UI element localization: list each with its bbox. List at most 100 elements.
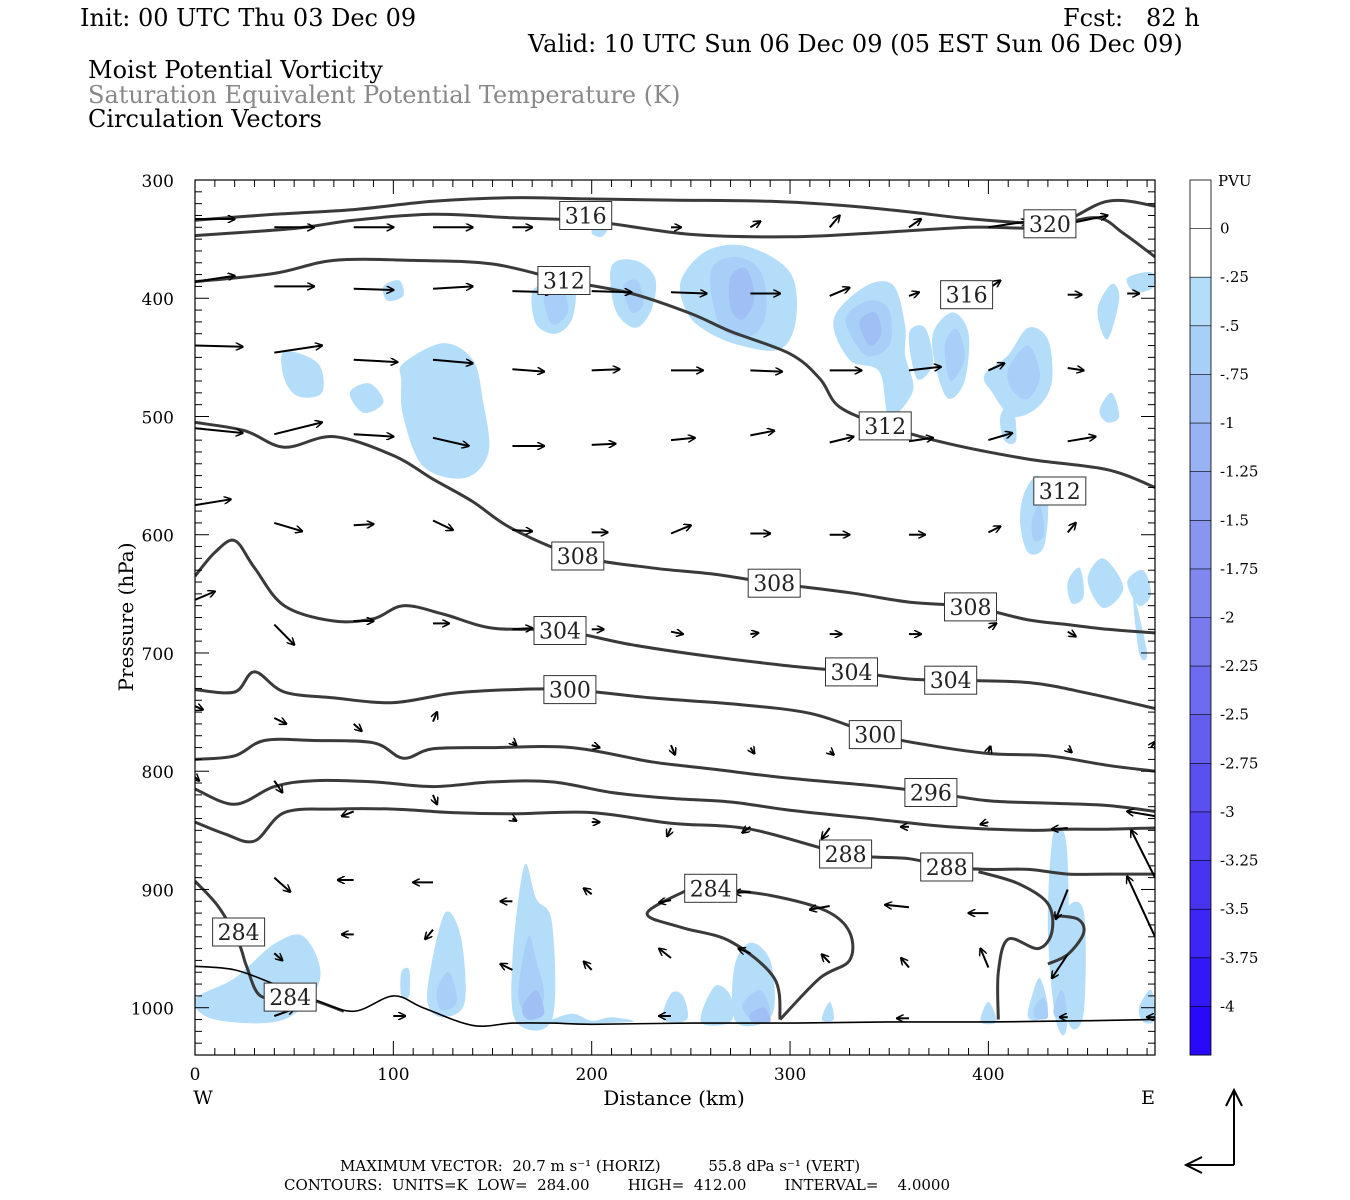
colorbar-swatch-11 xyxy=(1190,714,1211,764)
circulation-vector-102 xyxy=(659,900,672,902)
colorbar-swatch-2 xyxy=(1190,277,1211,327)
contour-label-text: 316 xyxy=(946,284,988,309)
contour-label-text: 312 xyxy=(543,270,585,295)
circulation-vector-114 xyxy=(739,949,751,954)
circulation-vector-35 xyxy=(1067,368,1084,370)
circulation-vector-42 xyxy=(670,438,695,440)
contour-label-text: 284 xyxy=(690,877,732,902)
contour-label-18: 284 xyxy=(212,917,266,947)
circulation-vector-82 xyxy=(1068,749,1072,753)
theta-es-contour-6 xyxy=(195,737,1155,813)
colorbar-level-label: -3.5 xyxy=(1220,900,1249,918)
circulation-vector-75 xyxy=(433,712,437,722)
contour-label-17: 284 xyxy=(684,873,738,903)
contour-label-text: 304 xyxy=(930,669,972,694)
circulation-vector-67 xyxy=(750,633,758,634)
colorbar-swatch-7 xyxy=(1190,520,1211,570)
contour-label-8: 308 xyxy=(944,592,997,622)
pv-region-24 xyxy=(1031,504,1045,542)
contour-label-box xyxy=(212,917,266,947)
circulation-vector-94 xyxy=(981,822,989,824)
colorbar-level-label: -2.5 xyxy=(1220,706,1249,724)
circulation-vector-50 xyxy=(353,524,374,525)
circulation-vector-6 xyxy=(749,221,760,227)
circulation-vector-24 xyxy=(195,346,243,347)
colorbar-level-label: -3.75 xyxy=(1220,949,1258,967)
circulation-vector-66 xyxy=(670,632,683,634)
contour-label-box xyxy=(858,411,912,441)
circulation-vector-41 xyxy=(591,444,616,445)
circulation-vector-33 xyxy=(908,367,941,371)
contour-label-text: 304 xyxy=(539,620,581,645)
theta-es-contour-1 xyxy=(195,198,1155,239)
pv-region-43 xyxy=(749,1007,771,1024)
x-axis-west-label: W xyxy=(193,1087,213,1109)
max-vector-note: MAXIMUM VECTOR: 20.7 m s⁻¹ (HORIZ) 55.8 … xyxy=(340,1157,861,1175)
contour-label-box xyxy=(684,873,738,903)
colorbar-unit: PVU xyxy=(1218,172,1252,190)
pv-region-37 xyxy=(522,989,545,1020)
contour-label-13: 300 xyxy=(848,720,902,750)
pv-region-3 xyxy=(281,350,324,398)
x-axis-label: Distance (km) xyxy=(603,1086,745,1110)
circulation-vector-34 xyxy=(987,363,1004,372)
circulation-vector-95 xyxy=(1052,828,1068,829)
contour-label-11: 304 xyxy=(924,665,978,695)
colorbar-swatch-13 xyxy=(1190,811,1211,861)
colorbar-swatch-17 xyxy=(1190,1006,1211,1056)
circulation-vector-87 xyxy=(433,794,437,804)
theta-es-contour-2 xyxy=(195,257,1155,489)
x-tick-label: 100 xyxy=(377,1065,409,1085)
circulation-vector-45 xyxy=(908,438,933,442)
contour-label-box xyxy=(944,592,997,622)
circulation-vector-83 xyxy=(1151,742,1155,748)
pv-region-38 xyxy=(549,1013,634,1024)
contour-label-box xyxy=(940,280,994,310)
circulation-vector-29 xyxy=(591,369,620,370)
contour-label-text: 308 xyxy=(557,545,599,570)
circulation-vector-27 xyxy=(432,360,473,364)
y-tick-label: 800 xyxy=(142,763,174,783)
colorbar-level-label: -3.25 xyxy=(1220,852,1258,870)
circulation-vector-60 xyxy=(195,592,215,601)
circulation-vector-92 xyxy=(822,827,831,839)
circulation-vector-43 xyxy=(750,431,774,437)
colorbar-level-label: -2 xyxy=(1220,609,1235,627)
pv-shading-layer xyxy=(195,224,1155,1036)
colorbar-level-label: 0 xyxy=(1220,220,1230,238)
contour-label-box xyxy=(747,568,801,598)
contour-label-14: 296 xyxy=(904,778,958,807)
circulation-vector-28 xyxy=(512,369,544,371)
contour-label-text: 288 xyxy=(926,856,968,881)
pv-region-25 xyxy=(1067,567,1084,605)
theta-es-contour-layer xyxy=(195,196,1155,1021)
circulation-vector-47 xyxy=(1067,437,1096,443)
x-tick-label: 200 xyxy=(575,1065,607,1085)
circulation-vector-97 xyxy=(273,876,290,892)
circulation-vector-85 xyxy=(273,780,282,793)
contour-label-15: 288 xyxy=(819,839,873,869)
circulation-vector-112 xyxy=(584,962,593,971)
circulation-vector-19 xyxy=(829,288,850,297)
theta-es-contour-7 xyxy=(195,778,1155,832)
circulation-vector-76 xyxy=(512,742,516,746)
colorbar-level-label: -1 xyxy=(1220,414,1235,432)
contour-label-text: 312 xyxy=(864,415,906,440)
circulation-vector-25 xyxy=(274,346,322,354)
pv-region-31 xyxy=(1132,593,1148,661)
pv-region-50 xyxy=(1062,901,1086,1030)
contour-label-text: 316 xyxy=(565,205,607,230)
pv-region-19 xyxy=(944,328,965,382)
contour-label-text: 284 xyxy=(218,921,260,946)
contour-label-19: 284 xyxy=(263,982,317,1012)
x-tick-label: 400 xyxy=(972,1065,1004,1085)
axes-layer: 300 400 500 600 700 800 900 1000 0 100 200 300 400 xyxy=(131,172,1155,1085)
contour-label-7: 308 xyxy=(747,568,801,598)
circulation-vector-16 xyxy=(591,291,632,292)
circulation-vector-70 xyxy=(987,623,996,628)
pv-region-10 xyxy=(623,279,644,314)
circulation-vector-17 xyxy=(670,292,707,293)
circulation-vector-91 xyxy=(742,827,751,833)
contour-label-9: 304 xyxy=(533,616,587,645)
theta-es-contour-8 xyxy=(195,807,1155,876)
